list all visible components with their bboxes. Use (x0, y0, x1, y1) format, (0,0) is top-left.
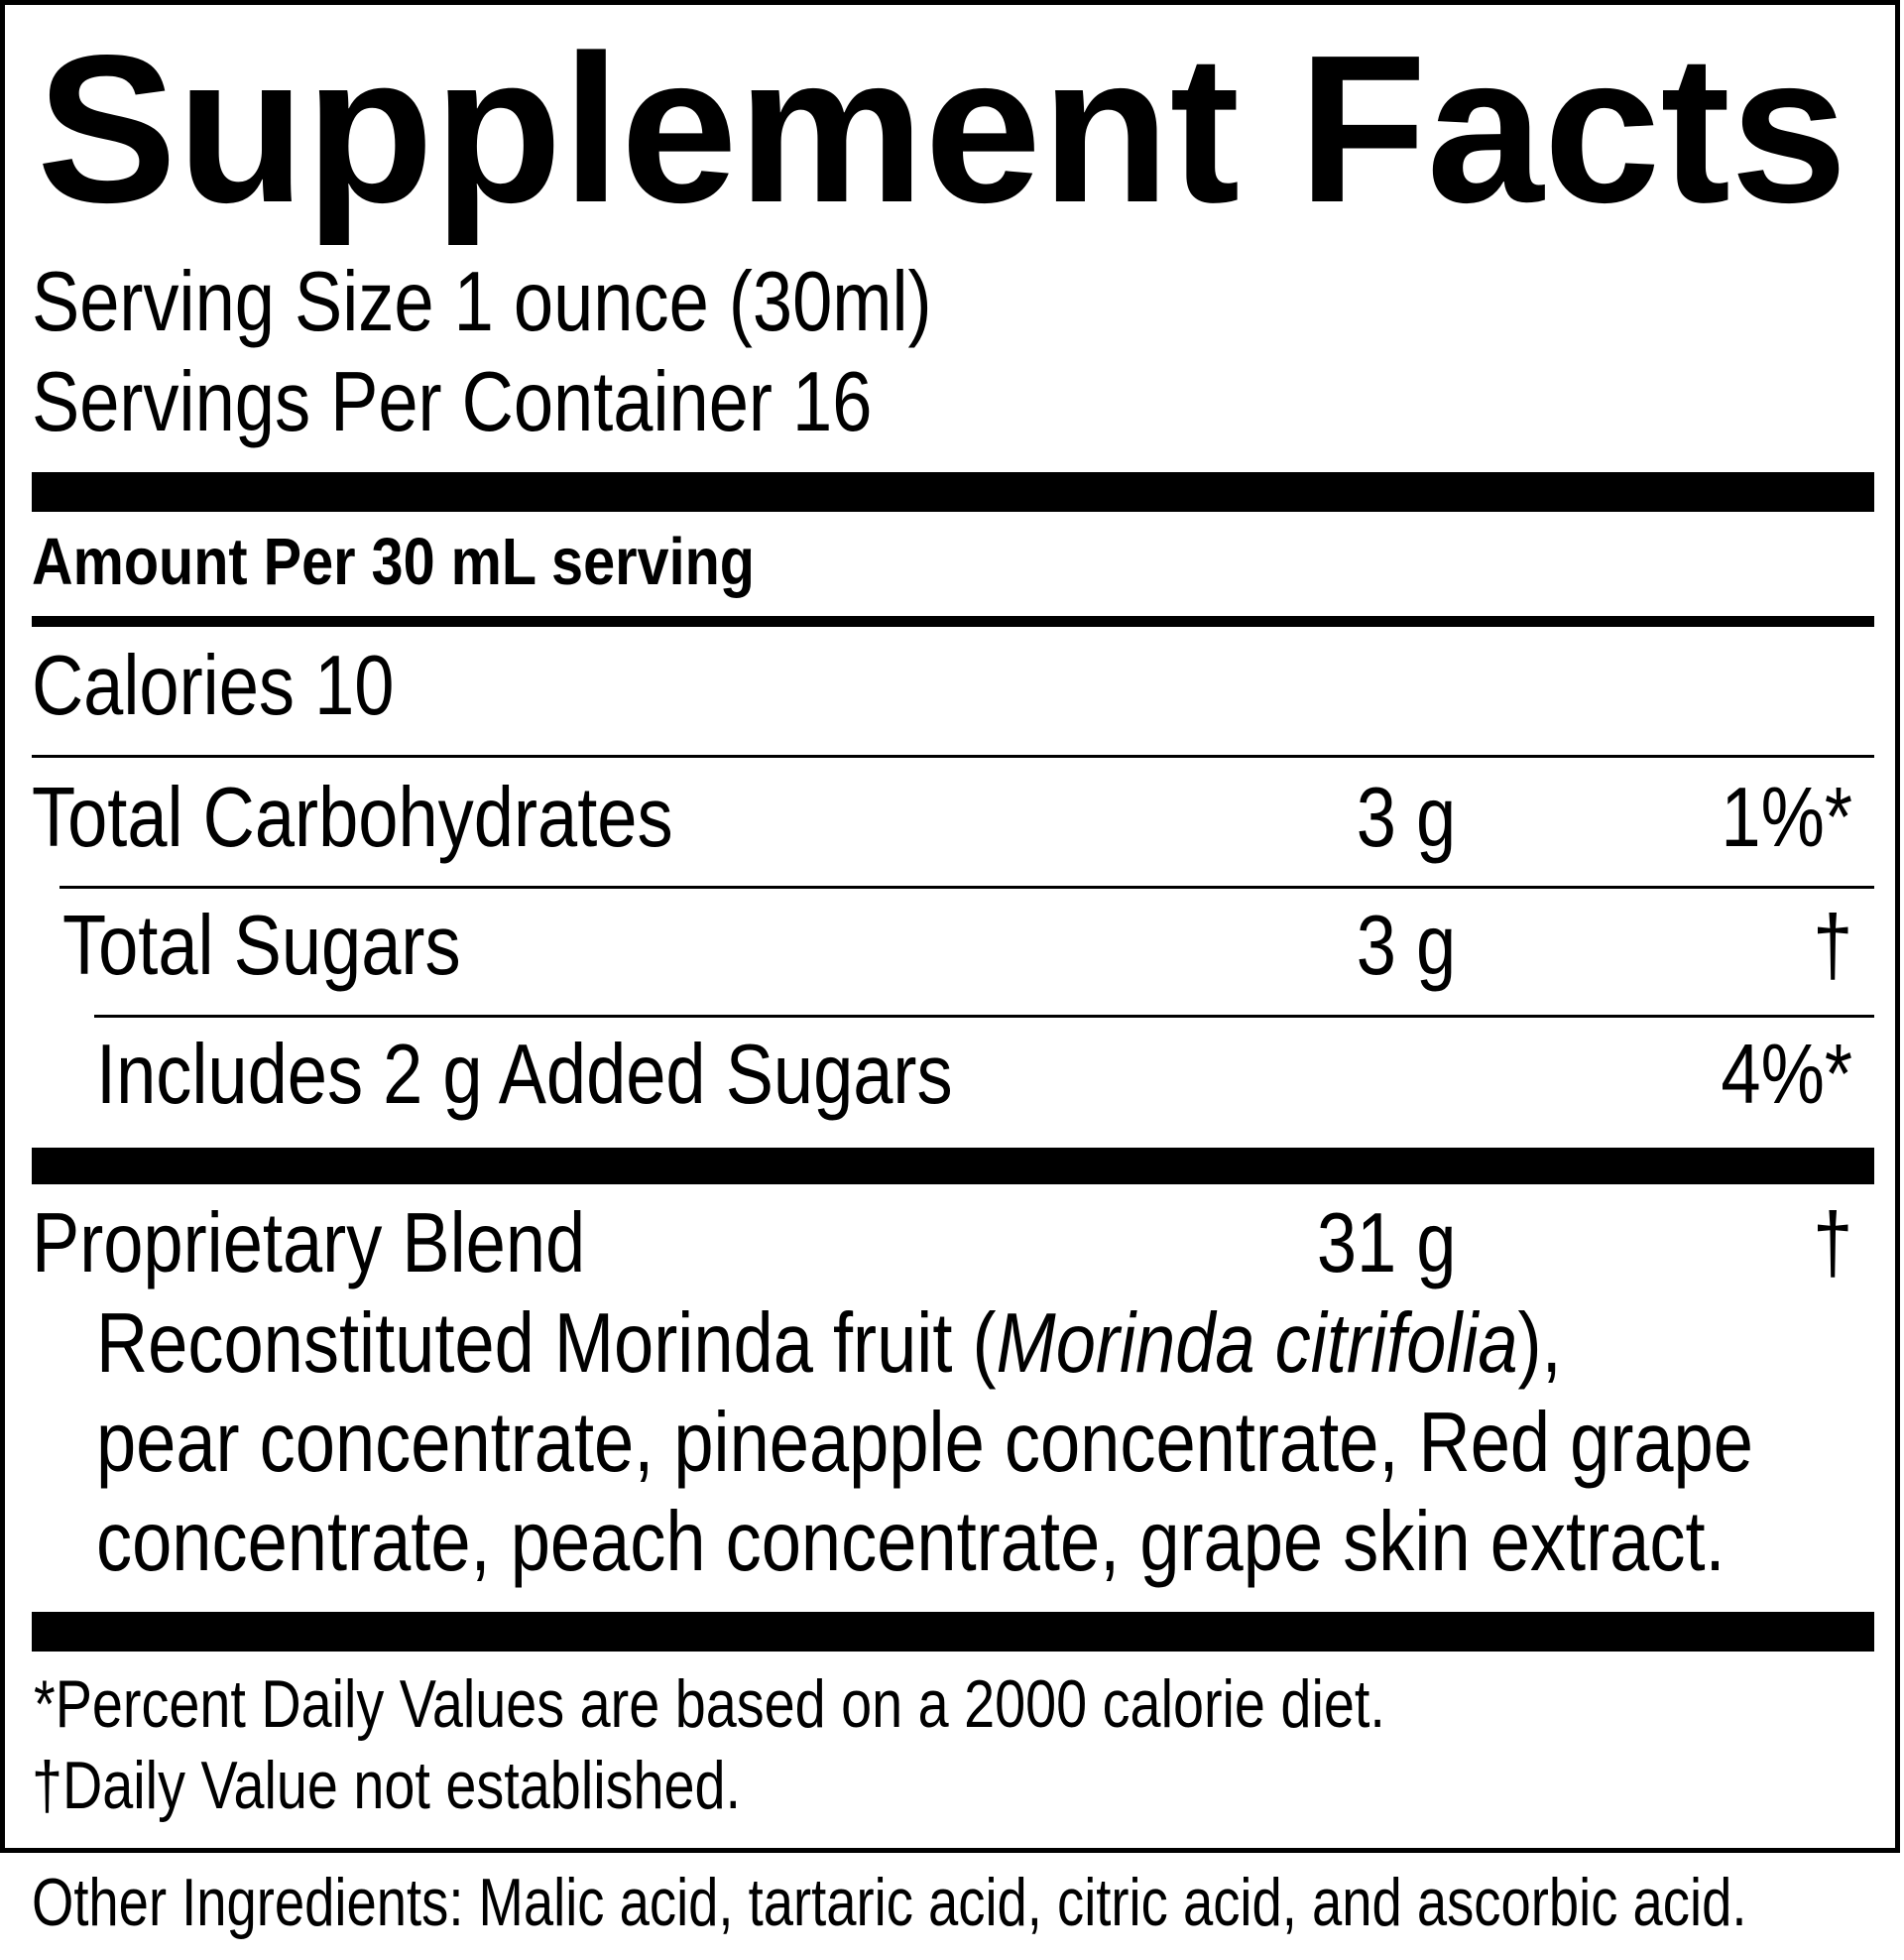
amount-per-serving: Amount Per 30 mL serving (32, 525, 756, 599)
blend-ingredients-line: Reconstituted Morinda fruit (Morinda cit… (96, 1301, 1562, 1386)
nutrient-label: Proprietary Blend (32, 1196, 586, 1290)
nutrient-daily-value: 4%* (1721, 1028, 1852, 1122)
footnote-dagger: †Daily Value not established. (32, 1748, 742, 1823)
nutrient-amount: 31 g (1316, 1196, 1456, 1290)
medium-divider (32, 616, 1874, 627)
thin-divider (60, 886, 1874, 889)
nutrient-label: Total Carbohydrates (32, 771, 673, 865)
thin-divider (94, 1015, 1874, 1018)
nutrient-amount: 3 g (1356, 899, 1456, 993)
nutrient-daily-value: † (1812, 899, 1852, 993)
serving-size: Serving Size 1 ounce (30ml) (32, 255, 932, 349)
supplement-facts-panel (0, 0, 1900, 1853)
botanical-name: Morinda citrifolia (996, 1296, 1518, 1391)
nutrient-amount: 3 g (1356, 771, 1456, 865)
calories: Calories 10 (32, 639, 395, 733)
thick-divider (32, 1612, 1874, 1652)
thick-divider (32, 472, 1874, 512)
other-ingredients: Other Ingredients: Malic acid, tartaric … (32, 1865, 1747, 1940)
nutrient-daily-value: 1%* (1721, 771, 1852, 865)
panel-title: Supplement Facts (37, 11, 1847, 246)
servings-per-container: Servings Per Container 16 (32, 355, 873, 449)
nutrient-daily-value: † (1812, 1196, 1852, 1290)
thin-divider (32, 755, 1874, 758)
footnote-daily-values: *Percent Daily Values are based on a 200… (34, 1666, 1385, 1742)
nutrient-label: Includes 2 g Added Sugars (96, 1028, 953, 1122)
blend-text: ), (1517, 1296, 1562, 1391)
blend-text: Reconstituted Morinda fruit ( (96, 1296, 997, 1391)
nutrient-label: Total Sugars (62, 899, 461, 993)
thick-divider (32, 1148, 1874, 1184)
blend-ingredients-line: pear concentrate, pineapple concentrate,… (96, 1396, 1753, 1490)
blend-ingredients-line: concentrate, peach concentrate, grape sk… (96, 1495, 1726, 1589)
